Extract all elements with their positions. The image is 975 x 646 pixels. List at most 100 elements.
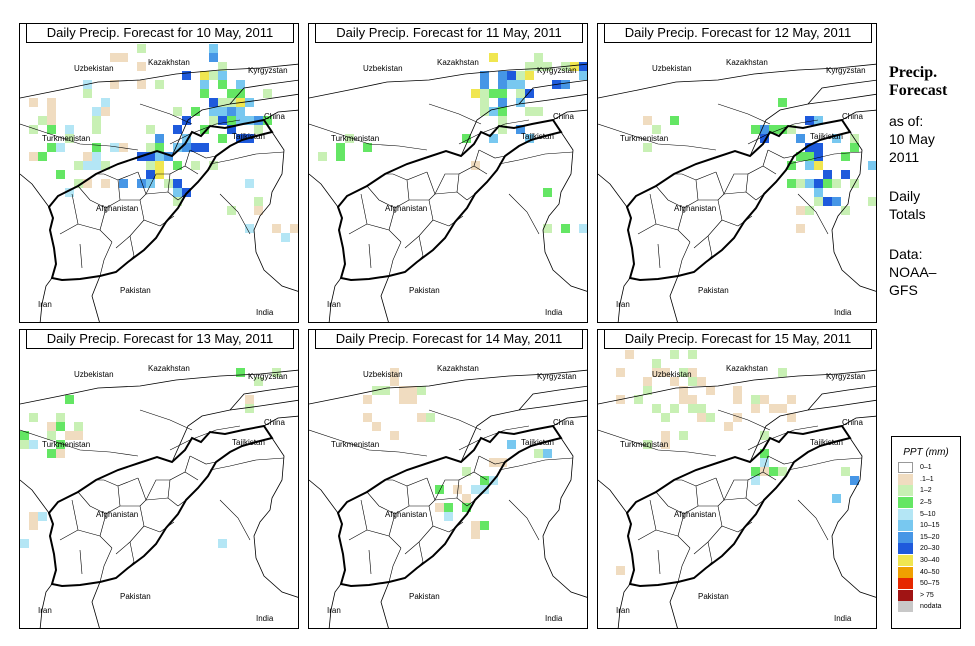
- precip-cell: [56, 422, 65, 431]
- precip-cell: [670, 350, 679, 359]
- province-border: [767, 455, 795, 465]
- precip-cell: [218, 98, 227, 107]
- country-border: [460, 93, 587, 157]
- province-border: [145, 479, 170, 501]
- precip-cell: [570, 62, 579, 71]
- country-label-kazakhstan: Kazakhstan: [148, 364, 190, 373]
- river-line: [219, 193, 251, 235]
- precip-cell: [245, 179, 254, 188]
- precip-cell: [47, 449, 56, 458]
- precip-cell: [417, 386, 426, 395]
- province-border: [96, 173, 119, 181]
- province-border: [426, 171, 436, 201]
- province-border: [434, 479, 459, 501]
- precip-cell: [706, 413, 715, 422]
- country-border: [831, 131, 876, 292]
- precip-cell: [616, 368, 625, 377]
- precip-cell: [209, 116, 218, 125]
- country-border: [253, 437, 298, 598]
- country-label-china: China: [842, 112, 863, 121]
- precip-cell: [29, 152, 38, 161]
- precip-cell: [173, 161, 182, 170]
- precip-cell: [661, 440, 670, 449]
- province-border: [99, 199, 140, 231]
- sidebar-totals: Daily Totals: [889, 187, 926, 223]
- precip-cell: [760, 134, 769, 143]
- precip-cell: [652, 359, 661, 368]
- forecast-panel-2: Daily Precip. Forecast for 11 May, 2011 …: [308, 23, 588, 323]
- precip-cell: [489, 53, 498, 62]
- province-border: [184, 471, 199, 481]
- precip-cell: [688, 377, 697, 386]
- country-border: [807, 79, 876, 105]
- precip-cell: [137, 179, 146, 188]
- precip-cell: [182, 71, 191, 80]
- precip-cell: [516, 125, 525, 134]
- legend-swatch: [898, 473, 913, 485]
- precip-cell: [29, 512, 38, 521]
- legend-item: 15–20: [892, 531, 960, 544]
- province-border: [655, 185, 685, 209]
- legend-swatch: [898, 497, 913, 509]
- precip-cell: [119, 143, 128, 152]
- legend-label: 1–2: [920, 487, 932, 495]
- precip-cell: [38, 152, 47, 161]
- precip-cell: [751, 476, 760, 485]
- precip-cell: [74, 422, 83, 431]
- precip-cell: [796, 179, 805, 188]
- country-border: [841, 415, 876, 427]
- country-border: [542, 131, 587, 292]
- precip-cell: [245, 395, 254, 404]
- country-label-iran: Iran: [616, 606, 630, 615]
- precip-cell: [814, 179, 823, 188]
- country-border: [598, 63, 876, 99]
- province-border: [655, 491, 685, 515]
- precip-cell: [670, 377, 679, 386]
- province-border: [77, 491, 107, 515]
- province-border: [434, 191, 468, 201]
- country-border: [309, 479, 339, 514]
- river-line: [428, 409, 482, 431]
- precip-cell: [47, 422, 56, 431]
- precip-cell: [480, 89, 489, 98]
- legend-title: PPT (mm): [903, 447, 949, 458]
- precip-cell: [462, 494, 471, 503]
- river-line: [139, 103, 193, 125]
- river-line: [508, 193, 540, 235]
- precip-cell: [733, 395, 742, 404]
- panel-title: Daily Precip. Forecast for 11 May, 2011: [315, 24, 583, 43]
- precip-cell: [92, 125, 101, 134]
- precip-cell: [47, 98, 56, 107]
- precip-cell: [146, 125, 155, 134]
- precip-cell: [525, 89, 534, 98]
- legend-item: 10–15: [892, 520, 960, 532]
- precip-cell: [697, 413, 706, 422]
- legend-item: 40–50: [892, 566, 960, 578]
- precip-cell: [832, 179, 841, 188]
- precip-cell: [841, 152, 850, 161]
- river-line: [717, 103, 771, 125]
- precip-cell: [236, 368, 245, 377]
- river-line: [598, 429, 717, 457]
- country-border: [39, 277, 53, 322]
- country-border: [309, 63, 587, 99]
- country-label-kyrgyzstan: Kyrgyzstan: [826, 66, 866, 75]
- legend-label: 2–5: [920, 499, 932, 507]
- precip-cell: [263, 89, 272, 98]
- precip-cell: [200, 80, 209, 89]
- precip-cell: [92, 152, 101, 161]
- precip-cell: [823, 170, 832, 179]
- country-label-china: China: [553, 112, 574, 121]
- precip-cell: [65, 431, 74, 440]
- precip-cell: [643, 116, 652, 125]
- precip-cell: [814, 188, 823, 197]
- precip-cell: [74, 431, 83, 440]
- province-border: [426, 477, 436, 507]
- precip-cell: [480, 71, 489, 80]
- country-label-uzbekistan: Uzbekistan: [363, 370, 403, 379]
- precip-cell: [227, 116, 236, 125]
- province-border: [473, 471, 488, 481]
- province-border: [637, 193, 657, 235]
- country-label-afghanistan: Afghanistan: [385, 204, 428, 213]
- province-border: [137, 477, 147, 507]
